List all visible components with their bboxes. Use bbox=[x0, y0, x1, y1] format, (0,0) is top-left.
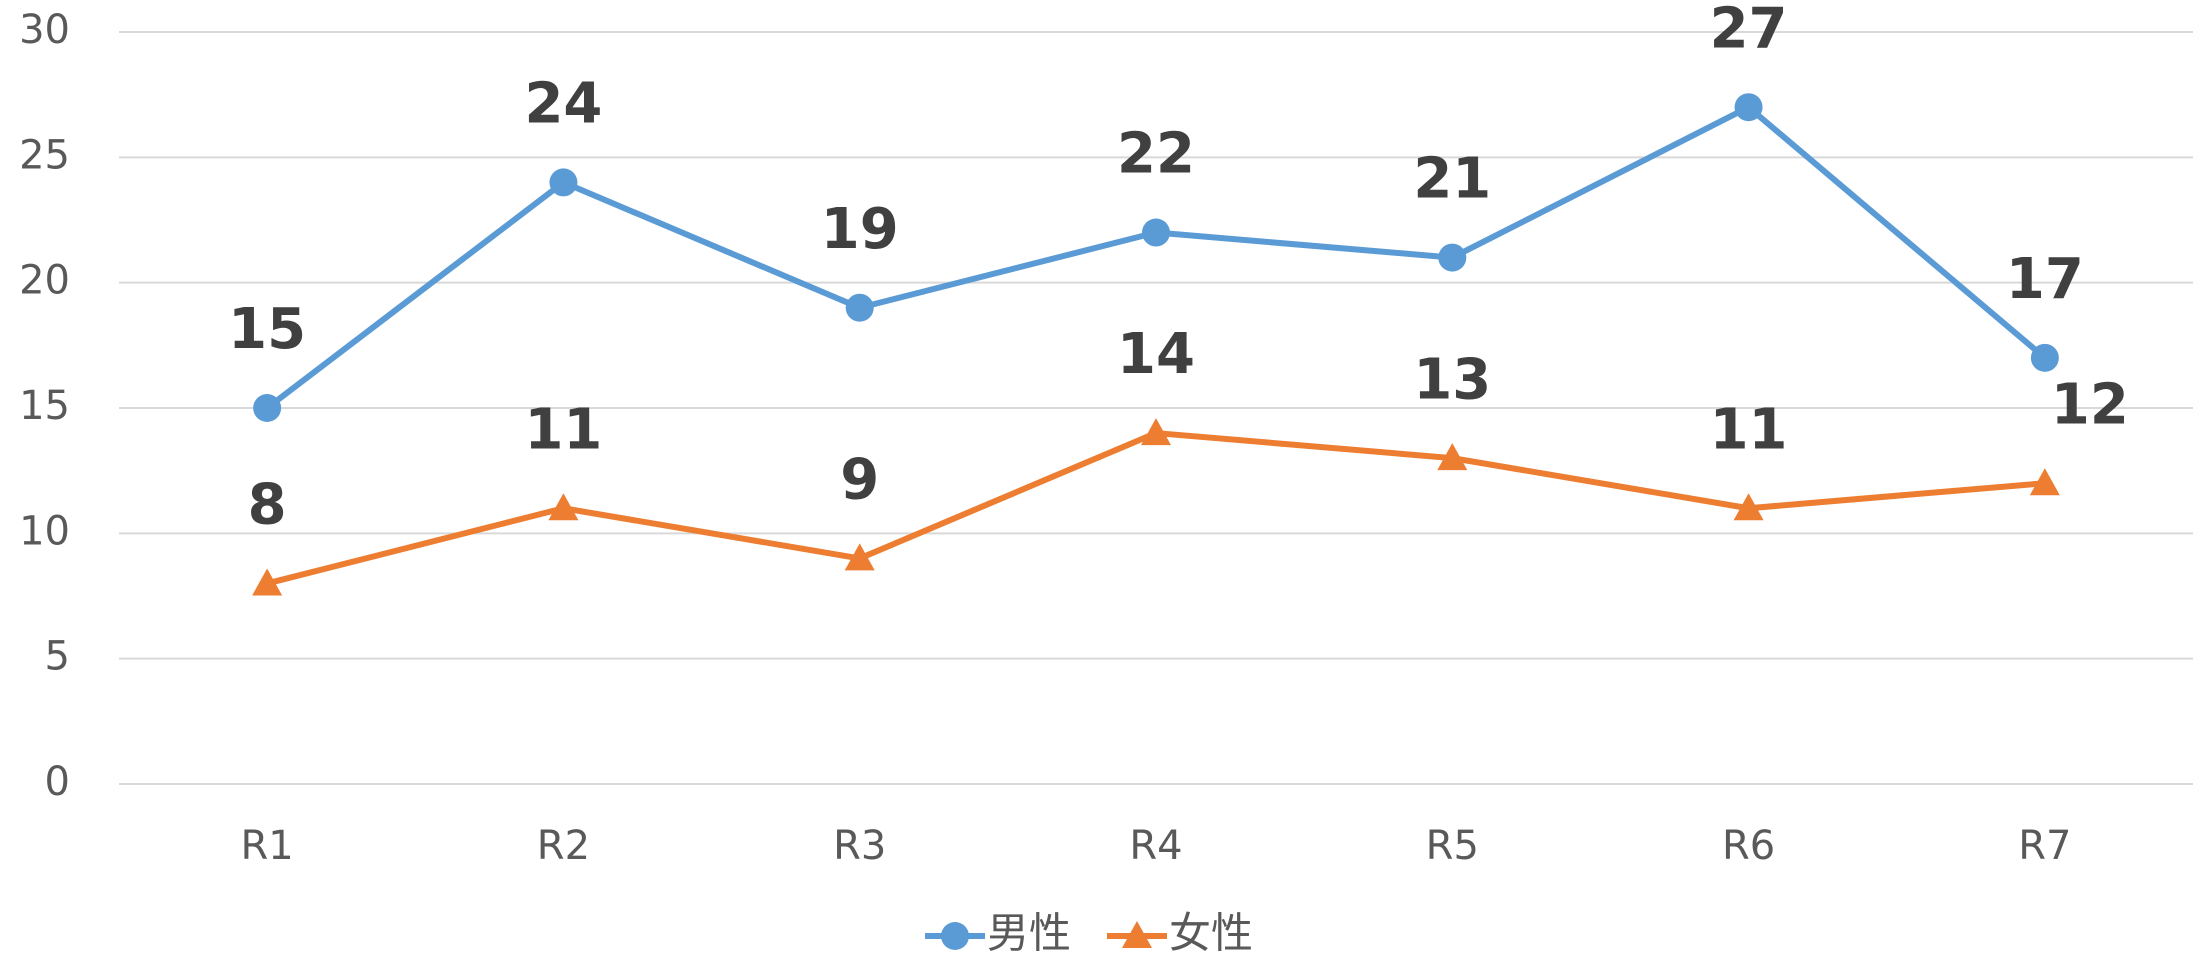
x-tick-label: R5 bbox=[1426, 823, 1479, 869]
legend-marker bbox=[1122, 921, 1152, 948]
x-tick-label: R7 bbox=[2018, 823, 2071, 869]
y-tick-label: 15 bbox=[19, 383, 70, 429]
data-label: 21 bbox=[1413, 147, 1491, 212]
y-tick-label: 10 bbox=[19, 508, 70, 554]
x-tick-label: R2 bbox=[537, 823, 590, 869]
legend-label: 男性 bbox=[987, 909, 1071, 958]
data-label: 14 bbox=[1117, 322, 1195, 387]
y-tick-label: 25 bbox=[19, 132, 70, 178]
data-label: 17 bbox=[2006, 247, 2084, 312]
marker bbox=[844, 543, 875, 571]
marker bbox=[549, 168, 578, 197]
x-tick-label: R1 bbox=[241, 823, 294, 869]
y-tick-label: 20 bbox=[19, 258, 70, 304]
data-label: 12 bbox=[2051, 372, 2129, 437]
marker bbox=[1437, 443, 1468, 471]
marker bbox=[252, 568, 283, 596]
marker bbox=[845, 293, 874, 322]
x-tick-label: R4 bbox=[1129, 823, 1182, 869]
marker bbox=[1438, 243, 1467, 272]
legend-label: 女性 bbox=[1169, 909, 1253, 958]
marker bbox=[2030, 343, 2059, 372]
data-label: 9 bbox=[840, 448, 879, 513]
legend-marker bbox=[941, 922, 969, 950]
data-label: 13 bbox=[1413, 347, 1491, 412]
marker bbox=[1141, 418, 1171, 446]
marker bbox=[1733, 493, 1764, 521]
data-label: 24 bbox=[524, 72, 602, 137]
y-tick-label: 30 bbox=[19, 7, 70, 53]
x-tick-label: R6 bbox=[1722, 823, 1775, 869]
y-tick-label: 0 bbox=[45, 759, 70, 805]
data-label: 22 bbox=[1117, 122, 1195, 187]
data-label: 8 bbox=[248, 473, 287, 538]
data-label: 27 bbox=[1710, 0, 1788, 61]
marker bbox=[253, 394, 282, 422]
y-tick-label: 5 bbox=[45, 634, 70, 680]
marker bbox=[1734, 93, 1763, 122]
marker bbox=[2029, 468, 2060, 496]
data-label: 19 bbox=[821, 197, 899, 262]
data-label: 11 bbox=[1710, 397, 1788, 462]
marker bbox=[548, 493, 579, 521]
data-label: 15 bbox=[228, 297, 306, 362]
data-label: 11 bbox=[524, 397, 602, 462]
x-tick-label: R3 bbox=[833, 823, 886, 869]
marker bbox=[1142, 218, 1170, 247]
